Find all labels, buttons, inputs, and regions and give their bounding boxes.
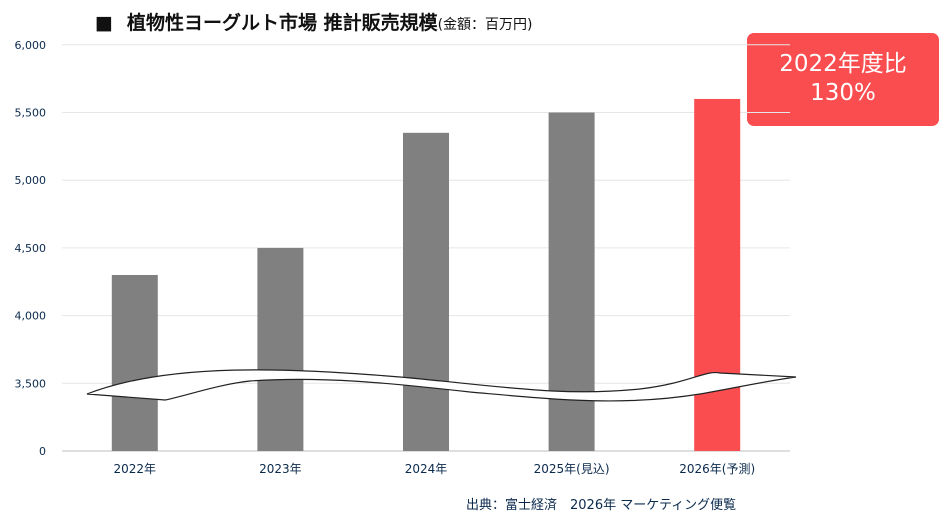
bar-4 bbox=[694, 98, 741, 452]
x-tick-label: 2024年 bbox=[405, 462, 448, 476]
bars bbox=[111, 98, 741, 452]
title-unit: (金額：百万円) bbox=[437, 17, 533, 33]
x-axis-ticks: 2022年 2023年 2024年 2025年(見込) 2026年(予測) bbox=[114, 462, 756, 476]
title-bullet: ■ bbox=[95, 12, 113, 34]
title-text: 植物性ヨーグルト市場 推計販売規模 bbox=[126, 12, 438, 34]
y-axis-ticks: 0 3,500 4,000 4,500 5,000 5,500 6,000 bbox=[15, 39, 47, 458]
bar-1 bbox=[257, 247, 304, 451]
badge-line1: 2022年度比 bbox=[779, 51, 907, 77]
bar-0 bbox=[111, 274, 158, 451]
y-tick-label: 5,000 bbox=[15, 174, 47, 187]
y-tick-label: 3,500 bbox=[15, 377, 47, 390]
badge-line2: 130% bbox=[810, 80, 876, 106]
axis-break-band bbox=[86, 369, 797, 402]
y-tick-label: 4,500 bbox=[15, 242, 47, 255]
x-tick-label: 2022年 bbox=[114, 462, 157, 476]
x-tick-label: 2026年(予測) bbox=[679, 462, 755, 476]
y-tick-label: 6,000 bbox=[15, 39, 47, 52]
source-note: 出典：富士経済 2026年 マーケティング便覧 bbox=[466, 498, 737, 513]
growth-badge: 2022年度比 130% bbox=[747, 33, 939, 126]
y-tick-label: 4,000 bbox=[15, 310, 47, 323]
y-tick-label: 5,500 bbox=[15, 107, 47, 120]
x-tick-label: 2023年 bbox=[259, 462, 302, 476]
x-tick-label: 2025年(見込) bbox=[534, 462, 610, 476]
chart-title: ■ 植物性ヨーグルト市場 推計販売規模(金額：百万円) bbox=[95, 8, 533, 35]
y-tick-label: 0 bbox=[39, 445, 46, 458]
bar-2 bbox=[403, 132, 449, 451]
